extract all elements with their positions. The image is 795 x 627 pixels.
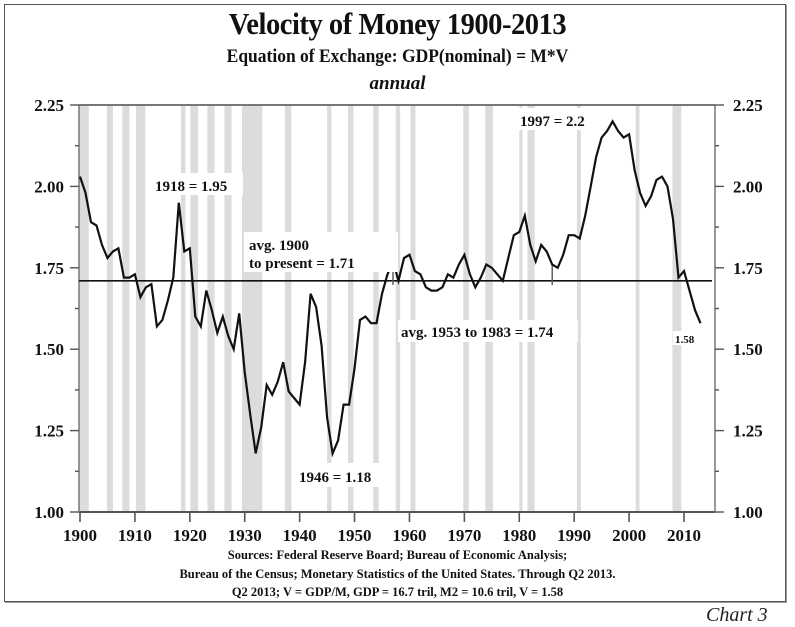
anno-1918: 1918 = 1.95 <box>155 179 227 195</box>
x-tick-label: 1960 <box>392 526 426 545</box>
source-line-2: Bureau of the Census; Monetary Statistic… <box>179 567 616 581</box>
y-tick-label-left: 1.75 <box>34 259 64 278</box>
x-tick-label: 2000 <box>612 526 646 545</box>
recession-band <box>106 105 113 512</box>
chart-frame <box>4 4 786 602</box>
axes <box>70 104 724 522</box>
recession-band <box>410 105 416 512</box>
recession-band <box>181 105 186 512</box>
y-tick-label-left: 1.50 <box>34 340 64 359</box>
anno-bg-1953-1983 <box>398 320 578 342</box>
anno-avg-1953-1983: avg. 1953 to 1983 = 1.74 <box>401 325 554 341</box>
recession-band <box>347 105 354 512</box>
anno-bg-1997 <box>517 108 599 130</box>
y-tick-label-left: 2.25 <box>34 96 64 115</box>
recession-band <box>327 105 332 512</box>
x-tick-label: 1910 <box>118 526 152 545</box>
recession-band <box>635 105 640 512</box>
x-tick-labels: 1900 1910 1920 1930 1940 1950 1960 1970 1980 1990… <box>63 526 701 545</box>
y-tick-label-right: 1.00 <box>733 503 763 522</box>
x-tick-label: 1980 <box>502 526 536 545</box>
x-tick-label: 1990 <box>557 526 591 545</box>
x-tick-label: 2010 <box>667 526 701 545</box>
y-tick-label-right: 2.25 <box>733 96 763 115</box>
y-tick-label-right: 1.50 <box>733 340 763 359</box>
recession-band <box>136 105 146 512</box>
recession-band <box>485 105 493 512</box>
recession-band <box>122 105 130 512</box>
recession-band <box>241 105 263 512</box>
recession-band <box>527 105 535 512</box>
anno-avg-1900-line2: to present = 1.71 <box>249 256 355 272</box>
recession-band <box>373 105 379 512</box>
anno-bg-avg1900 <box>244 232 398 272</box>
recession-band <box>78 105 89 512</box>
recession-band <box>519 105 523 512</box>
x-tick-label: 1920 <box>173 526 207 545</box>
anno-bg-1946 <box>296 463 382 487</box>
anno-avg-1900-line1: avg. 1900 <box>249 238 309 254</box>
chart-title: Velocity of Money 1900-2013 <box>228 6 567 41</box>
recession-band <box>395 105 401 512</box>
chart-subtitle: Equation of Exchange: GDP(nominal) = M*V <box>226 46 569 67</box>
y-tick-labels-right: 1.00 1.25 1.50 1.75 2.00 2.25 <box>733 96 763 522</box>
y-tick-label-right: 1.75 <box>733 259 763 278</box>
chart-number-label: Chart 3 <box>706 604 768 626</box>
x-tick-label: 1930 <box>228 526 262 545</box>
y-tick-label-left: 1.25 <box>34 422 64 441</box>
anno-1946: 1946 = 1.18 <box>299 470 371 486</box>
annotations: 1918 = 1.95 avg. 1900 to present = 1.71 … <box>151 108 697 487</box>
y-tick-label-left: 1.00 <box>34 503 64 522</box>
recession-band <box>224 105 232 512</box>
y-tick-label-left: 2.00 <box>34 177 64 196</box>
y-tick-label-right: 1.25 <box>733 422 763 441</box>
recession-band <box>463 105 469 512</box>
recession-band <box>672 105 682 512</box>
y-tick-label-right: 2.00 <box>733 177 763 196</box>
y-tick-labels-left: 1.00 1.25 1.50 1.75 2.00 2.25 <box>34 96 64 522</box>
source-line-3: Q2 2013; V = GDP/M, GDP = 16.7 tril, M2 … <box>231 585 564 599</box>
recession-band <box>284 105 292 512</box>
x-tick-label: 1950 <box>338 526 372 545</box>
anno-bg-1558 <box>673 331 697 345</box>
chart-frequency-label: annual <box>369 73 426 94</box>
anno-bg-1918 <box>151 173 243 195</box>
recession-band <box>576 105 581 512</box>
anno-1997: 1997 = 2.2 <box>520 114 585 130</box>
source-line-1: Sources: Federal Reserve Board; Bureau o… <box>227 548 568 562</box>
x-tick-label: 1900 <box>63 526 97 545</box>
x-tick-label: 1970 <box>447 526 481 545</box>
x-tick-label: 1940 <box>283 526 317 545</box>
velocity-series-line <box>78 119 702 458</box>
anno-2013-value: 1.58 <box>675 334 695 346</box>
